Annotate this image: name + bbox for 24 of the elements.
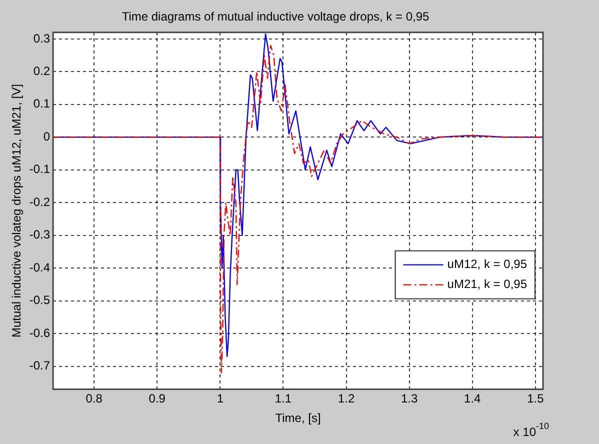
y-tick-label: 0 <box>43 129 50 144</box>
y-tick-label: 0.2 <box>33 64 50 78</box>
x-tick-label: 1.5 <box>527 392 544 406</box>
y-tick-label: -0.3 <box>29 228 50 242</box>
x-tick-label: 1.1 <box>274 392 292 406</box>
x-axis-title: Time, [s] <box>275 411 321 426</box>
y-tick-label: 0.1 <box>33 96 50 111</box>
y-axis-title: Mutual inductive volateg drops uM12, uM21, [V] <box>10 84 24 338</box>
y-tick-label: 0.3 <box>33 31 50 46</box>
y-tick-label: -0.7 <box>29 358 50 373</box>
y-tick-label: -0.6 <box>29 326 50 340</box>
legend-label: uM12, k = 0,95 <box>447 257 528 272</box>
legend-label: uM21, k = 0,95 <box>447 277 528 292</box>
y-tick-label: -0.5 <box>29 293 50 308</box>
chart-title: Time diagrams of mutual inductive voltage drops, k = 0,95 <box>122 10 430 24</box>
x-tick-label: 1.3 <box>400 392 418 406</box>
x-tick-label: 0.9 <box>148 392 166 406</box>
y-tick-label: -0.1 <box>29 162 50 176</box>
x-tick-label: 1.4 <box>464 392 482 406</box>
y-tick-label: -0.4 <box>29 260 50 274</box>
x-tick-label: 1.2 <box>338 392 355 406</box>
y-tick-label: -0.2 <box>29 194 50 209</box>
x-tick-label: 0.8 <box>86 392 103 406</box>
x-tick-label: 1 <box>216 392 224 406</box>
